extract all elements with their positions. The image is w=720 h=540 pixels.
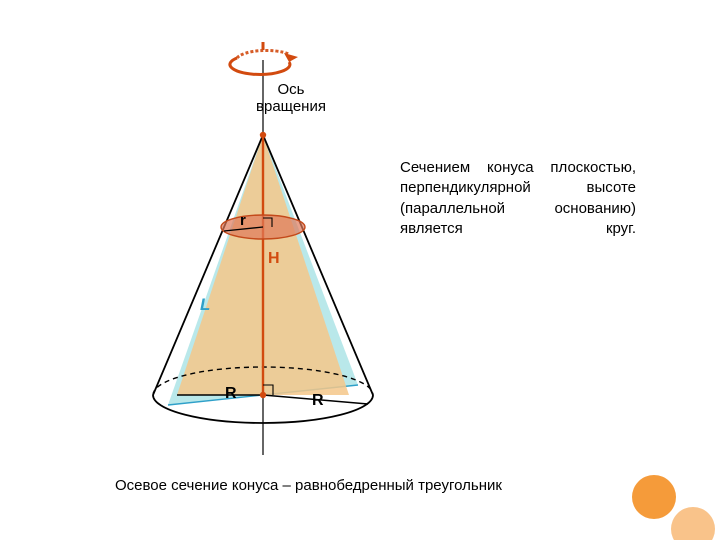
cone-diagram: L H r R R [0, 0, 720, 540]
bottom-caption: Осевое сечение конуса – равнобедренный т… [115, 477, 502, 494]
axis-label-text: Ось вращения [256, 81, 326, 115]
base-center-dot [260, 392, 266, 398]
label-H: H [268, 250, 280, 267]
rotation-arrow-icon [230, 42, 298, 74]
label-R1: R [225, 385, 237, 402]
apex-dot [260, 132, 266, 138]
bottom-caption-text: Осевое сечение конуса – равнобедренный т… [115, 477, 502, 494]
label-R2: R [312, 392, 324, 409]
side-paragraph: Сечением конуса плоскостью, перпендикуля… [400, 158, 636, 239]
side-paragraph-text: Сечением конуса плоскостью, перпендикуля… [400, 159, 636, 237]
label-L: L [200, 295, 210, 314]
corner-circle-1 [632, 475, 676, 519]
axis-label: Ось вращения [251, 81, 331, 116]
label-r: r [240, 212, 246, 229]
